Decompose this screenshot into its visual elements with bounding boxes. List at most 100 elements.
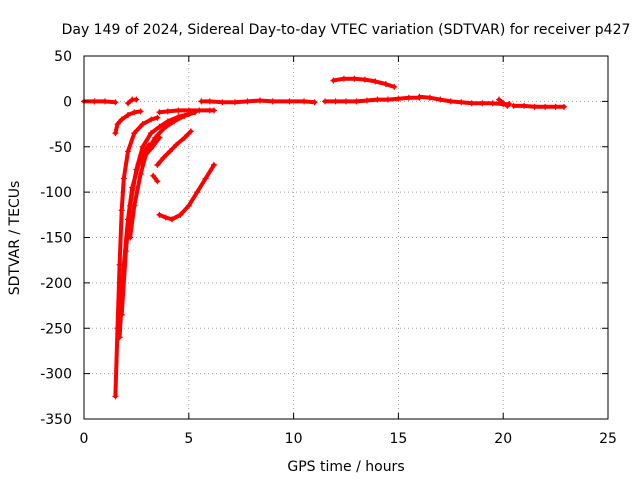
data-point bbox=[127, 234, 134, 241]
series-track-15 bbox=[330, 75, 398, 90]
data-point bbox=[137, 170, 144, 177]
data-point bbox=[269, 98, 276, 105]
data-point bbox=[391, 83, 398, 90]
data-point bbox=[114, 121, 121, 128]
data-point bbox=[210, 161, 217, 168]
data-point bbox=[137, 108, 144, 115]
data-point bbox=[219, 99, 226, 106]
data-point bbox=[206, 98, 213, 105]
series-track-7 bbox=[127, 109, 199, 241]
data-point bbox=[175, 107, 182, 114]
data-point bbox=[156, 134, 163, 141]
data-point bbox=[154, 178, 161, 185]
data-point bbox=[131, 202, 138, 209]
data-point bbox=[372, 78, 379, 85]
data-point bbox=[405, 94, 412, 101]
data-point bbox=[154, 161, 161, 168]
data-point bbox=[181, 112, 188, 119]
series-track-14 bbox=[322, 94, 423, 105]
data-point bbox=[133, 96, 140, 103]
data-point bbox=[489, 100, 496, 107]
y-tick-label: -100 bbox=[40, 185, 72, 201]
data-point bbox=[286, 98, 293, 105]
data-point bbox=[160, 154, 167, 161]
data-point bbox=[135, 161, 142, 168]
data-point bbox=[181, 134, 188, 141]
chart-title: Day 149 of 2024, Sidereal Day-to-day VTE… bbox=[62, 22, 631, 38]
data-point bbox=[148, 130, 155, 137]
data-point bbox=[131, 130, 138, 137]
data-point bbox=[118, 116, 125, 123]
series-track-9 bbox=[150, 172, 161, 185]
data-point bbox=[479, 100, 486, 107]
data-point bbox=[210, 107, 217, 114]
data-point bbox=[112, 393, 119, 400]
series-track-10 bbox=[154, 128, 194, 168]
data-point bbox=[301, 98, 308, 105]
data-point bbox=[340, 75, 347, 82]
x-tick-label: 10 bbox=[285, 431, 303, 447]
data-point bbox=[125, 111, 132, 118]
data-point bbox=[351, 75, 358, 82]
data-point bbox=[91, 98, 98, 105]
data-point bbox=[395, 95, 402, 102]
data-point bbox=[177, 211, 184, 218]
data-point bbox=[141, 152, 148, 159]
data-point bbox=[169, 216, 176, 223]
data-point bbox=[125, 100, 132, 107]
data-point bbox=[244, 98, 251, 105]
data-point bbox=[125, 148, 132, 155]
data-point bbox=[374, 96, 381, 103]
data-point bbox=[521, 102, 528, 109]
data-point bbox=[194, 189, 201, 196]
data-point bbox=[120, 175, 127, 182]
data-point bbox=[202, 175, 209, 182]
data-point bbox=[437, 96, 444, 103]
series-track-11 bbox=[156, 161, 217, 223]
data-point bbox=[416, 93, 423, 100]
data-point bbox=[231, 99, 238, 106]
y-tick-label: -200 bbox=[40, 276, 72, 292]
data-point bbox=[330, 77, 337, 84]
y-tick-label: -300 bbox=[40, 367, 72, 383]
y-tick-label: -350 bbox=[40, 412, 72, 428]
series-track-12 bbox=[156, 107, 217, 116]
series-line bbox=[155, 129, 193, 167]
data-point bbox=[173, 141, 180, 148]
y-tick-label: -150 bbox=[40, 231, 72, 247]
data-point bbox=[148, 116, 155, 123]
series-line bbox=[136, 135, 162, 167]
tick-labels: 0 5 10 15 20 25 50 0 -50 -100 -150 -200 -250 -300 -350 bbox=[40, 49, 617, 447]
series-line bbox=[323, 95, 422, 104]
series-line bbox=[119, 112, 191, 317]
series-track-8 bbox=[135, 134, 163, 168]
data-point bbox=[198, 98, 205, 105]
data-point bbox=[196, 107, 203, 114]
data-point bbox=[160, 125, 167, 132]
data-series-group bbox=[81, 75, 567, 400]
data-point bbox=[384, 96, 391, 103]
series-track-4 bbox=[112, 114, 161, 400]
y-tick-label: 50 bbox=[54, 49, 72, 65]
data-point bbox=[496, 96, 503, 103]
data-point bbox=[185, 202, 192, 209]
data-point bbox=[156, 211, 163, 218]
data-point bbox=[150, 172, 157, 179]
x-tick-label: 0 bbox=[80, 431, 89, 447]
series-line bbox=[151, 173, 160, 184]
x-tick-label: 25 bbox=[599, 431, 617, 447]
data-point bbox=[112, 130, 119, 137]
data-point bbox=[363, 97, 370, 104]
data-point bbox=[552, 103, 559, 110]
data-point bbox=[118, 311, 125, 318]
series-track-13 bbox=[198, 97, 318, 106]
y-axis-label: SDTVAR / TECUs bbox=[7, 181, 23, 296]
data-point bbox=[112, 99, 119, 106]
data-point bbox=[185, 107, 192, 114]
data-point bbox=[156, 109, 163, 116]
data-point bbox=[148, 145, 155, 152]
data-point bbox=[311, 99, 318, 106]
data-point bbox=[164, 108, 171, 115]
data-point bbox=[171, 118, 178, 125]
